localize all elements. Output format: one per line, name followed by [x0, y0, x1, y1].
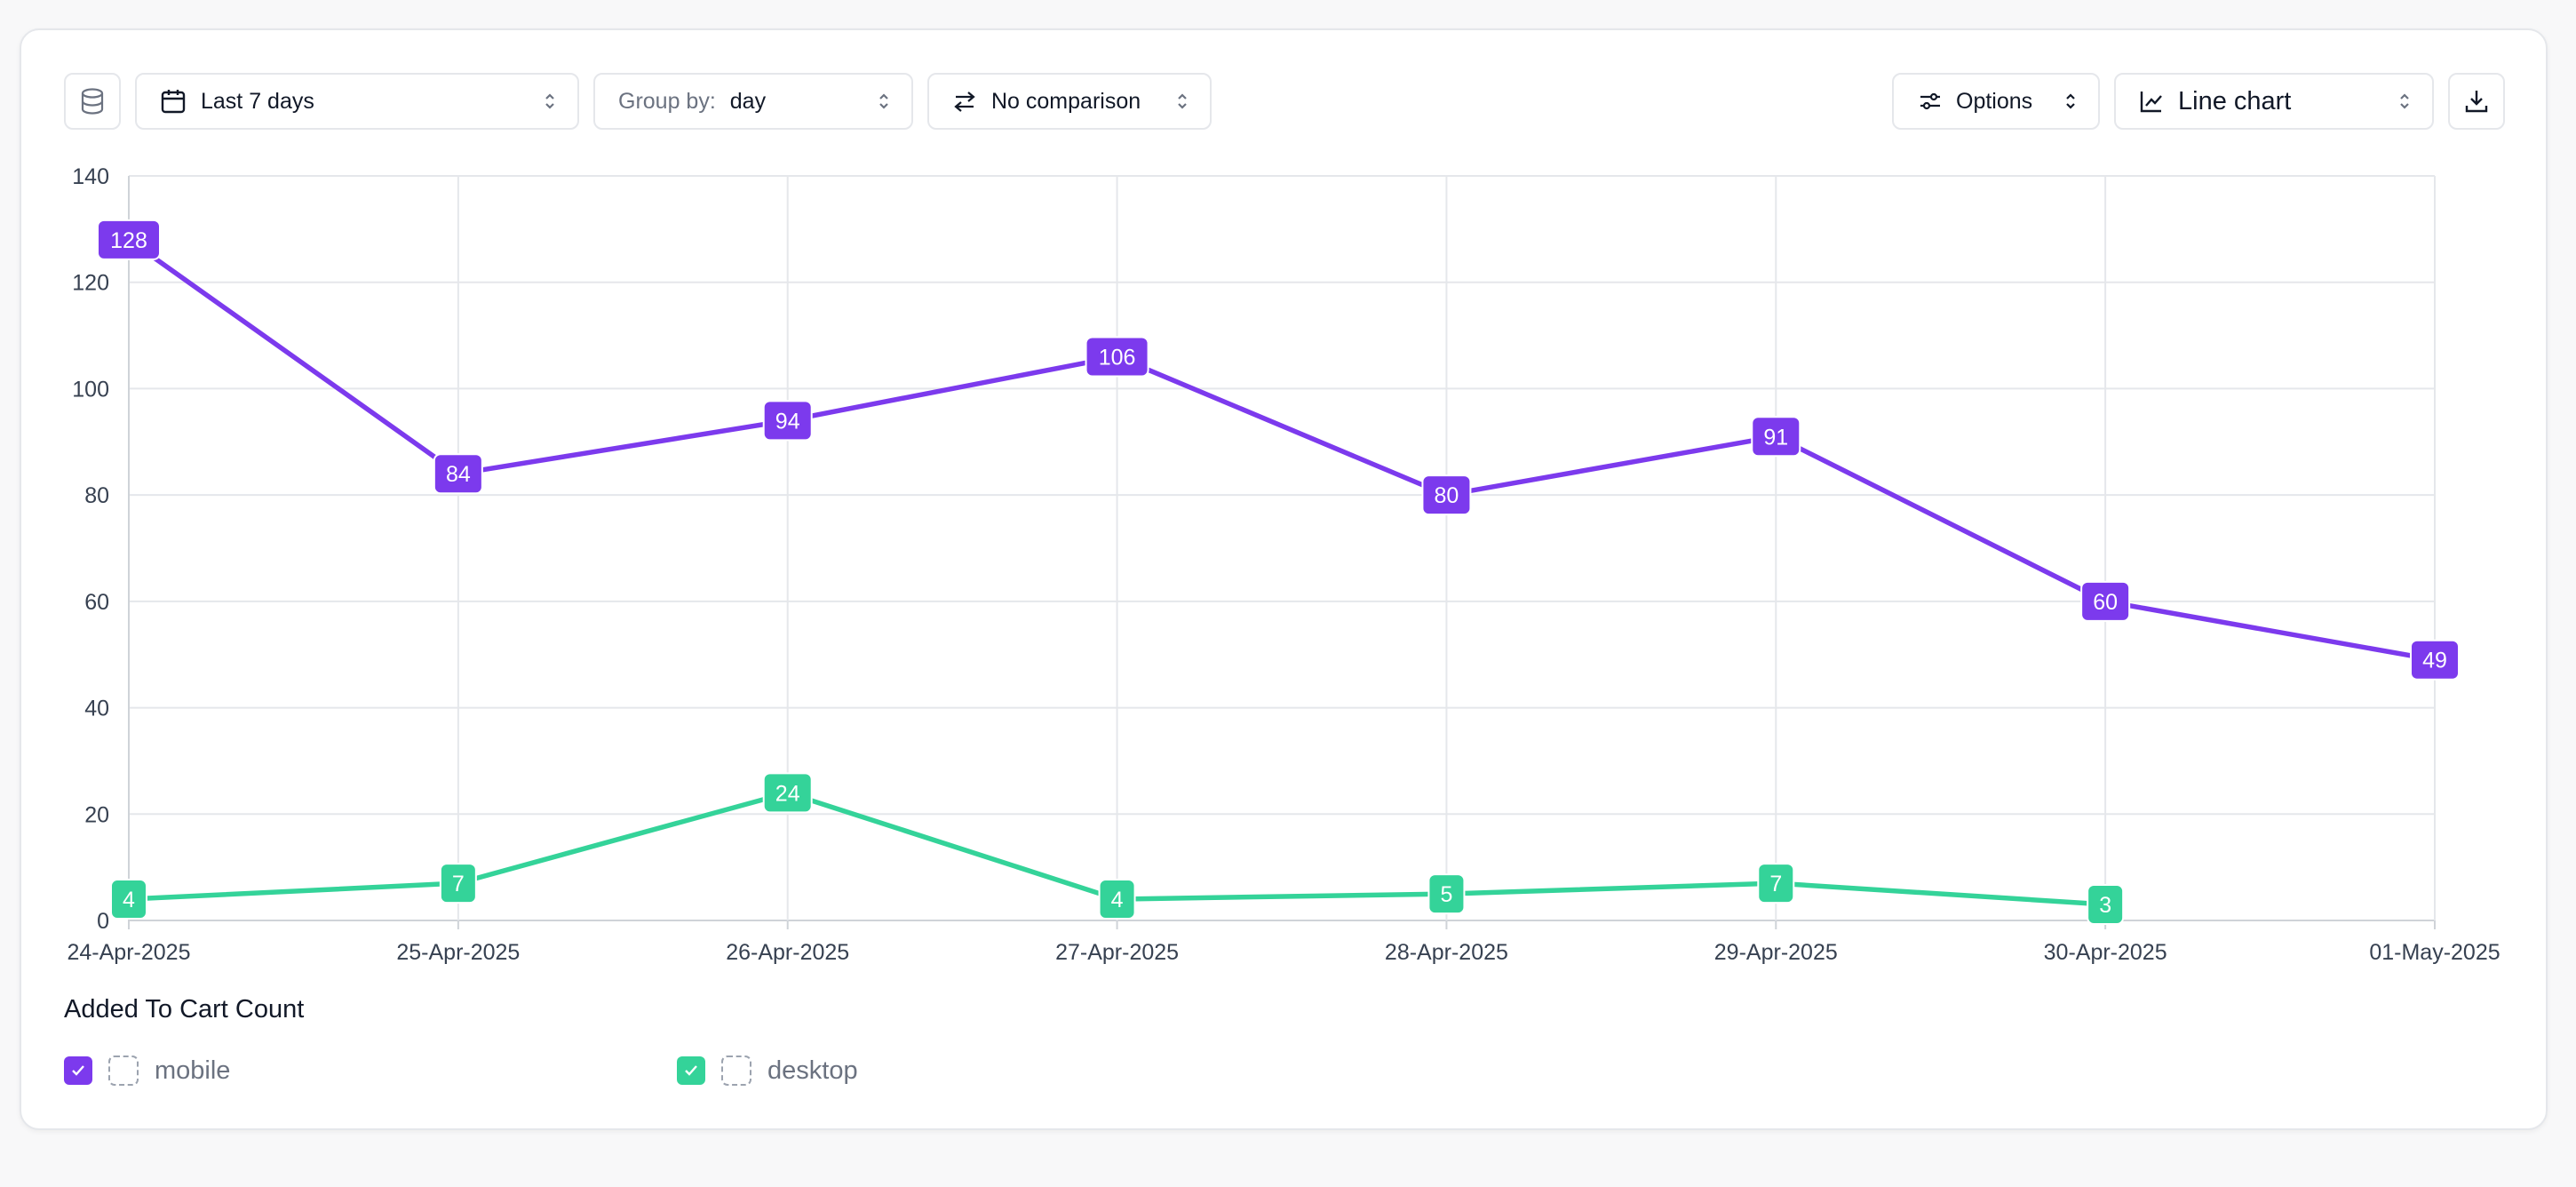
data-label-mobile: 94 — [775, 409, 800, 434]
legend-item-mobile[interactable]: mobile — [64, 1054, 230, 1087]
comparison-label: No comparison — [991, 88, 1141, 114]
data-label-bg-mobile — [1751, 416, 1801, 458]
legend-checkbox-desktop[interactable] — [677, 1056, 705, 1085]
data-label-desktop: 3 — [2099, 893, 2111, 918]
legend-item-desktop[interactable]: desktop — [677, 1054, 858, 1087]
data-label-bg-mobile — [1421, 474, 1472, 516]
chart-type-label: Line chart — [2178, 86, 2292, 116]
comparison-select[interactable]: No comparison — [927, 73, 1212, 130]
data-label-mobile: 84 — [446, 462, 471, 487]
x-tick-label: 25-Apr-2025 — [396, 940, 520, 965]
chevron-up-down-icon — [2066, 93, 2075, 109]
data-label-mobile: 128 — [110, 228, 147, 253]
legend-checkbox-mobile[interactable] — [64, 1056, 92, 1085]
data-label-desktop: 7 — [1769, 872, 1782, 896]
legend-title: Added To Cart Count — [64, 995, 305, 1024]
y-tick-label: 120 — [72, 271, 109, 296]
data-label-mobile: 60 — [2093, 590, 2118, 615]
sliders-icon — [1920, 92, 1940, 110]
data-label-bg-mobile — [762, 400, 813, 442]
data-label-desktop: 4 — [123, 888, 135, 912]
y-tick-label: 80 — [84, 483, 109, 508]
data-label-bg-mobile — [1085, 336, 1149, 378]
y-tick-label: 140 — [72, 164, 109, 189]
data-label-bg-mobile — [97, 219, 161, 260]
x-tick-label: 29-Apr-2025 — [1714, 940, 1838, 965]
date-range-label: Last 7 days — [201, 88, 314, 114]
data-label-desktop: 24 — [775, 781, 800, 806]
data-label-bg-desktop — [2087, 884, 2125, 926]
download-button[interactable] — [2448, 73, 2505, 130]
chart-type-select[interactable]: Line chart — [2114, 73, 2434, 130]
data-label-desktop: 7 — [452, 872, 465, 896]
data-label-desktop: 5 — [1440, 882, 1452, 907]
chevron-up-down-icon — [1178, 93, 1187, 109]
legend-swatch-placeholder — [108, 1056, 139, 1086]
y-tick-label: 60 — [84, 590, 109, 615]
arrows-swap-icon — [954, 92, 975, 112]
x-tick-label: 26-Apr-2025 — [726, 940, 849, 965]
group-by-label: Group by: — [618, 88, 716, 114]
data-label-bg-desktop — [1757, 863, 1795, 904]
data-label-mobile: 106 — [1099, 346, 1136, 370]
options-label: Options — [1956, 88, 2033, 114]
line-chart-icon — [2140, 92, 2162, 113]
y-tick-label: 0 — [97, 909, 109, 934]
options-button[interactable]: Options — [1892, 73, 2100, 130]
data-label-mobile: 91 — [1763, 425, 1788, 450]
data-label-desktop: 4 — [1111, 888, 1124, 912]
download-icon — [2465, 91, 2488, 113]
data-label-mobile: 80 — [1435, 483, 1459, 508]
data-label-bg-desktop — [762, 772, 813, 814]
y-tick-label: 20 — [84, 802, 109, 827]
checkmark-icon — [72, 1065, 84, 1076]
data-label-bg-desktop — [110, 879, 147, 920]
checkmark-icon — [685, 1065, 697, 1076]
legend-label-mobile: mobile — [155, 1056, 231, 1085]
legend-swatch-placeholder — [721, 1056, 751, 1086]
x-tick-label: 24-Apr-2025 — [68, 940, 191, 965]
calendar-icon — [161, 90, 186, 114]
x-tick-label: 01-May-2025 — [2369, 940, 2500, 965]
chevron-up-down-icon — [879, 93, 888, 109]
data-label-mobile: 49 — [2422, 649, 2447, 673]
y-tick-label: 100 — [72, 377, 109, 402]
data-label-bg-mobile — [2080, 580, 2131, 622]
date-range-select[interactable]: Last 7 days — [135, 73, 579, 130]
chart-card — [20, 28, 2548, 1130]
x-tick-label: 27-Apr-2025 — [1055, 940, 1179, 965]
chevron-up-down-icon — [2400, 93, 2409, 109]
y-tick-label: 40 — [84, 697, 109, 721]
database-icon — [81, 88, 104, 115]
data-label-bg-desktop — [1427, 873, 1466, 915]
data-label-bg-mobile — [433, 453, 483, 495]
series-line-mobile — [126, 237, 2437, 663]
data-label-bg-desktop — [1098, 879, 1136, 920]
group-by-value: day — [729, 88, 767, 114]
data-label-bg-mobile — [2410, 639, 2460, 681]
x-tick-label: 30-Apr-2025 — [2044, 940, 2167, 965]
data-label-bg-desktop — [439, 863, 477, 904]
data-source-button[interactable] — [64, 73, 121, 130]
group-by-select[interactable]: Group by: day — [593, 73, 913, 130]
chevron-up-down-icon — [545, 93, 554, 109]
legend-label-desktop: desktop — [767, 1056, 858, 1085]
x-tick-label: 28-Apr-2025 — [1385, 940, 1508, 965]
